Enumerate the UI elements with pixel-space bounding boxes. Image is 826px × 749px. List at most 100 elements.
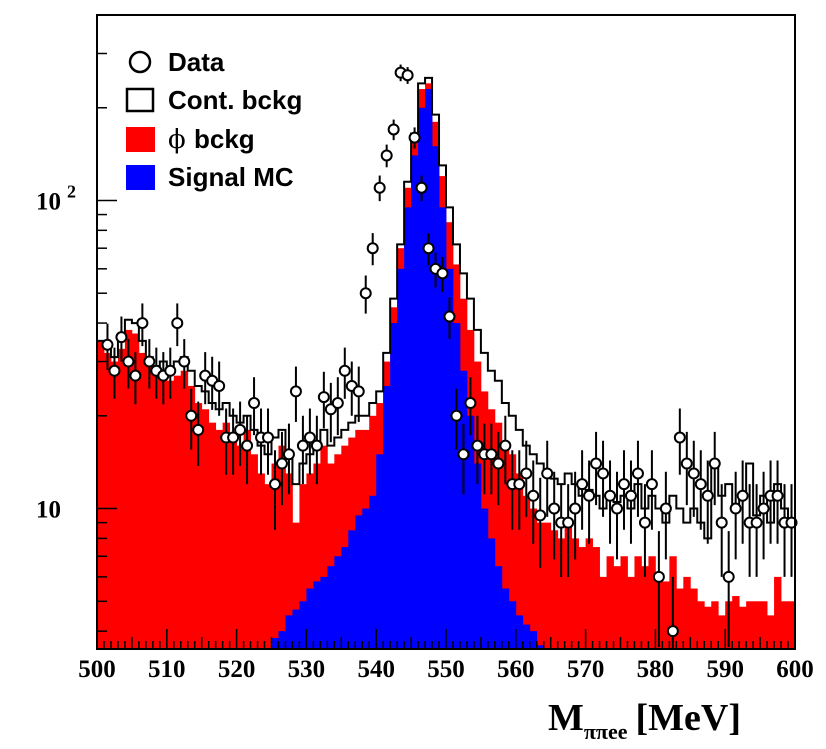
data-point [541, 467, 554, 480]
legend-symbol-box [125, 87, 155, 113]
data-point [178, 355, 191, 368]
data-point [275, 457, 288, 470]
data-point [471, 439, 484, 452]
signal_mc-bar [376, 454, 384, 649]
phi_bckg-bar [564, 522, 573, 649]
x-tick-label: 500 [78, 656, 116, 683]
phi_bckg-bar [634, 556, 642, 649]
phi_bckg-bar [285, 473, 293, 649]
phi_bckg-bar [166, 380, 175, 649]
data-point [520, 467, 533, 480]
phi_bckg-bar [159, 370, 168, 649]
phi_bckg-bar [543, 522, 552, 649]
x-tick-label: 600 [776, 656, 814, 683]
data-point [268, 478, 281, 491]
signal_mc-bar [348, 530, 356, 649]
legend-label-text: Cont. bckg [168, 85, 302, 115]
data-point [590, 457, 603, 470]
phi_bckg-bar [585, 538, 593, 649]
data-point [715, 516, 728, 529]
data-point [659, 502, 672, 515]
data-point [701, 489, 714, 502]
phi_bckg-bar [131, 333, 140, 649]
data-point [408, 131, 421, 144]
phi_bckg-bar [138, 352, 147, 649]
phi_bckg-bar [746, 601, 754, 649]
phi_bckg-bar [788, 601, 796, 649]
data-point [673, 431, 686, 444]
legend: Data Cont. bckg ϕ bckg Signal MC [125, 47, 302, 192]
signal_mc-bar [487, 538, 496, 649]
phi_bckg-bar [201, 409, 210, 649]
signal_mc-bar [494, 566, 503, 649]
phi_bckg-bar [124, 329, 133, 649]
signal_mc-bar [299, 601, 307, 649]
signal_mc-bar [355, 515, 363, 649]
phi_bckg-bar [145, 366, 154, 649]
data-point [722, 570, 735, 583]
legend-label-prefix: ϕ [168, 125, 194, 155]
data-point [387, 123, 400, 136]
data-point [680, 457, 693, 470]
data-point [401, 69, 414, 82]
data-point [303, 431, 316, 444]
signal_mc-bar [536, 645, 545, 649]
x-tick-label: 530 [288, 656, 326, 683]
data-point [415, 181, 428, 194]
data-point [164, 364, 177, 377]
data-point [422, 242, 435, 255]
phi_bckg-bar [320, 445, 328, 649]
phi_bckg-bar [620, 556, 628, 649]
x-tick-label: 510 [148, 656, 186, 683]
phi_bckg-bar [250, 454, 258, 649]
phi_bckg-bar [152, 375, 161, 649]
signal_mc-bar [439, 207, 447, 649]
phi_bckg-bar [760, 601, 768, 649]
phi_bckg-bar [592, 547, 600, 649]
x-tick-label: 540 [357, 656, 395, 683]
legend-symbol-swatch [126, 127, 155, 152]
y-tick-label-exponent: 2 [67, 181, 76, 201]
data-point [638, 516, 651, 529]
data-point [464, 397, 477, 410]
data-point [617, 478, 630, 491]
data-point [331, 397, 344, 410]
phi_bckg-bar [264, 484, 272, 649]
data-point [115, 331, 128, 344]
signal_mc-bar [320, 576, 328, 649]
data-point [757, 502, 770, 515]
data-point [771, 489, 784, 502]
legend-symbol-circle [128, 50, 152, 74]
data-point [611, 502, 624, 515]
data-point [736, 489, 749, 502]
y-tick-label: 10 [36, 497, 61, 524]
data-point [366, 242, 379, 255]
data-point [234, 423, 247, 436]
data-point [499, 439, 512, 452]
signal_mc-bar [404, 207, 412, 649]
phi_bckg-bar [103, 352, 112, 649]
data-point [310, 439, 323, 452]
data-point [583, 489, 596, 502]
phi_bckg-bar [180, 370, 189, 649]
phi_bckg-bar [501, 445, 510, 649]
x-tick-label: 580 [637, 656, 675, 683]
phi_bckg-bar [718, 615, 726, 649]
signal_mc-bar [362, 508, 370, 649]
phi_bckg-bar [522, 495, 531, 649]
signal_mc-bar [501, 588, 510, 649]
phi_bckg-bar [781, 601, 789, 649]
data-point [380, 149, 393, 162]
data-point [227, 431, 240, 444]
x-axis-title-subscript: ππee [584, 719, 628, 744]
signal_mc-bar [369, 495, 377, 649]
phi_bckg-bar [494, 422, 503, 649]
data-point [122, 355, 135, 368]
phi_bckg-bar [529, 508, 538, 649]
data-point [645, 478, 658, 491]
axis-ticks: 500 510 520 530 540 550 560 570 580 590 600 10 10 2 [36, 14, 814, 683]
legend-label: Signal MC [168, 162, 294, 192]
phi_bckg-bar [536, 522, 545, 649]
signal_mc-bar [473, 463, 482, 649]
phi_bckg-bar [208, 422, 217, 649]
